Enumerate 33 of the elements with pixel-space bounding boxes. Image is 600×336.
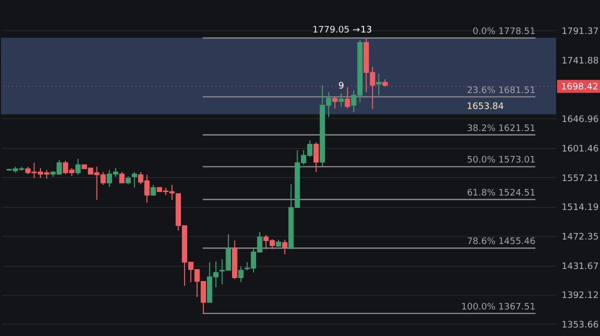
y-tick-label: 1791.37 [562,26,599,37]
y-tick-label: 1601.46 [562,144,599,154]
candlestick [150,184,156,196]
candlestick [338,92,344,108]
candlestick [313,142,319,173]
y-tick-label: 1392.12 [562,291,599,302]
ref-line-label: 38.2% 1621.51 [466,124,536,134]
annotation: 1779.05 → [312,26,360,36]
y-tick-label: 1514.19 [562,203,599,214]
candlestick [119,172,125,184]
ref-line-label: 0.0% 1778.51 [472,27,536,38]
candlestick [344,86,350,109]
y-tick-label: 1431.67 [562,262,599,272]
ref-line-label: 78.6% 1455.46 [466,237,536,248]
annotation: 13 [360,26,372,36]
ref-line-label: 100.0% 1367.51 [461,302,536,312]
candlestick [332,96,338,109]
y-tick-label: 1472.35 [562,232,599,243]
band-label: 1653.84 [466,102,504,112]
annotation: 9 [338,81,344,92]
candlestick [282,239,288,255]
candlestick [75,158,81,176]
ref-line-label: 61.8% 1524.51 [466,188,536,199]
candlestick [238,266,244,283]
ref-line-label: 50.0% 1573.01 [466,156,536,166]
y-tick-label: 1353.66 [562,320,599,331]
y-tick-label: 1741.88 [562,56,599,66]
y-tick-label: 1557.21 [562,174,599,184]
y-tick-label: 1646.96 [562,115,599,126]
candlestick [376,73,382,96]
ref-line-label: 23.6% 1681.51 [466,86,536,96]
ref-line-label: 1698.42 [561,82,598,92]
candlestick [132,172,138,188]
